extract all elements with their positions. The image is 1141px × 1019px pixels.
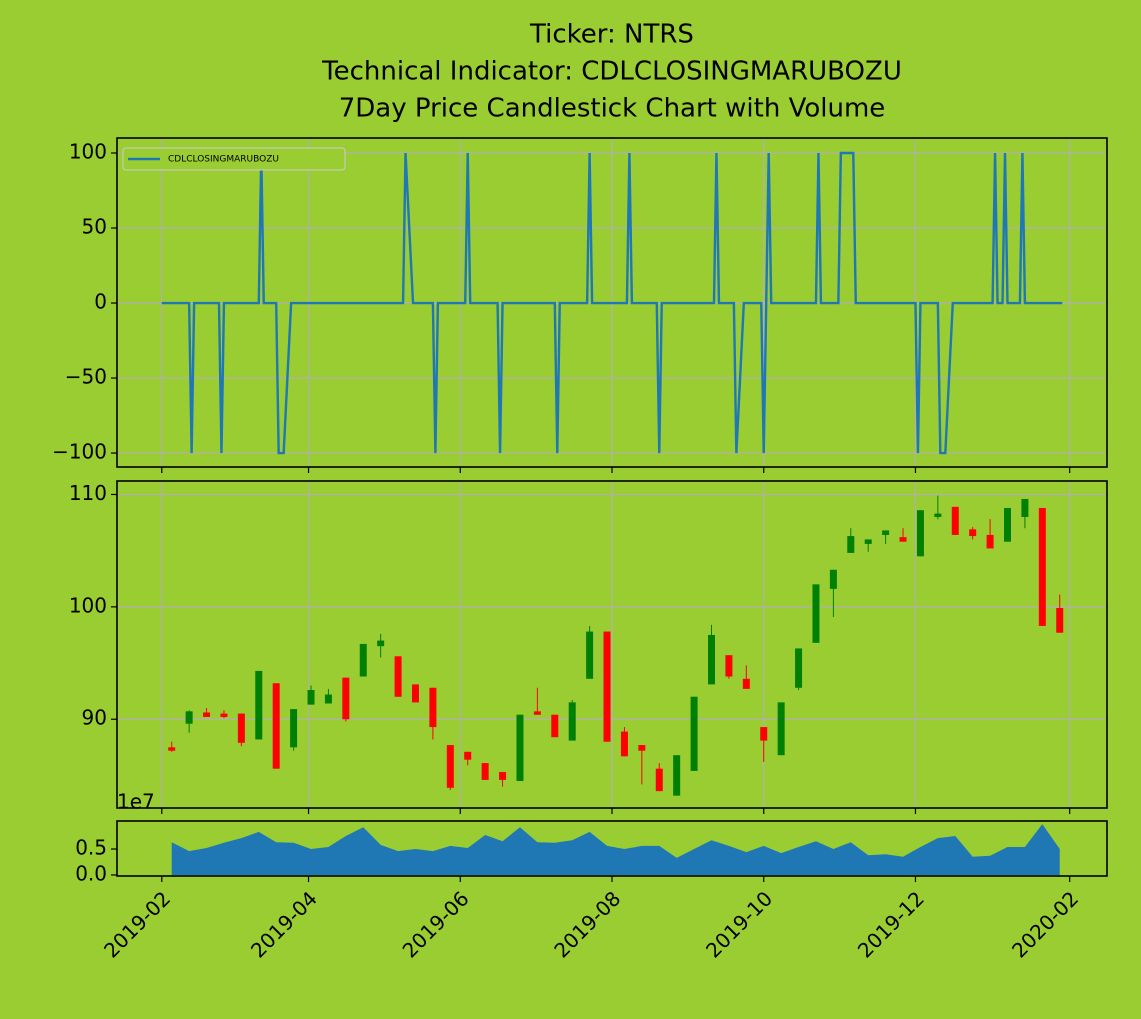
candle-body (551, 714, 559, 738)
candle-body (359, 643, 367, 677)
volume-area (171, 824, 1060, 875)
y-tick-label: 0.0 (75, 861, 107, 885)
candle-body (986, 534, 994, 549)
y-tick-label: −50 (65, 365, 107, 389)
candle-body (377, 640, 385, 647)
candle-body (638, 745, 646, 751)
candle-body (620, 731, 628, 757)
candle-body (533, 711, 541, 715)
plot-area (168, 495, 1064, 796)
plot-area (171, 824, 1060, 875)
candle-body (951, 506, 959, 535)
candle-body (603, 631, 611, 742)
candle-body (446, 745, 454, 788)
y-tick-label: 90 (82, 706, 107, 730)
candle-body (481, 763, 489, 780)
candle-body (812, 584, 820, 643)
candle-body (429, 687, 437, 728)
candle-body (899, 537, 907, 542)
y-tick-label: 0.5 (75, 836, 107, 860)
candle-body (655, 768, 663, 792)
candle-body (342, 677, 350, 720)
axes-frame (116, 820, 1108, 877)
candle-body (464, 751, 472, 760)
candle-body (586, 631, 594, 679)
legend-box (122, 147, 346, 171)
candle-body (499, 772, 507, 780)
candle-body (1021, 498, 1029, 517)
candle-body (185, 711, 193, 724)
offset-label: 1e7 (117, 790, 155, 814)
candle-body (255, 670, 263, 740)
chart-title: 7Day Price Candlestick Chart with Volume (339, 94, 886, 124)
candle-body (411, 684, 419, 703)
candle-body (725, 655, 733, 677)
candle-body (394, 656, 402, 697)
candle-body (220, 713, 228, 717)
candle-body (203, 712, 211, 717)
y-tick-label: 0 (94, 290, 107, 314)
candle-body (707, 634, 715, 685)
panel: 90 100 110 (69, 480, 1108, 814)
y-tick-label: 100 (69, 593, 107, 617)
candle-body (516, 714, 524, 782)
candle-body (1004, 507, 1012, 542)
axes-frame (116, 137, 1108, 468)
legend-label: CDLCLOSINGMARUBOZU (168, 155, 279, 165)
candle-body (969, 529, 977, 537)
candle-body (829, 569, 837, 589)
candle-body (690, 696, 698, 771)
candle-body (847, 536, 855, 553)
candle-body (290, 709, 298, 748)
y-tick-label: 50 (82, 215, 107, 239)
candle-body (795, 648, 803, 688)
candle-body (168, 747, 176, 751)
candle-body (1056, 607, 1064, 633)
indicator-line (161, 151, 1063, 455)
candle-body (568, 702, 576, 741)
y-tick-label: 110 (69, 481, 107, 505)
y-tick-label: 100 (69, 140, 107, 164)
candle-body (882, 530, 890, 535)
candle-body (324, 694, 332, 704)
candle-body (777, 702, 785, 756)
candle-body (272, 683, 280, 769)
axes-frame (116, 480, 1108, 809)
chart-title: Technical Indicator: CDLCLOSINGMARUBOZU (321, 57, 902, 87)
chart-title: Ticker: NTRS (529, 20, 694, 50)
candle-body (237, 713, 245, 743)
panel: −100 −50 0 50 100 CDLCLOSINGMARUBOZU (52, 137, 1108, 473)
y-tick-label: −100 (52, 440, 107, 464)
candle-body (760, 727, 768, 741)
candle-body (307, 690, 315, 705)
candle-body (934, 513, 942, 517)
candle-body (916, 510, 924, 557)
candle-body (864, 539, 872, 544)
plot-area (161, 151, 1063, 455)
candle-body (1038, 507, 1046, 626)
candle-body (742, 678, 750, 689)
candle-body (673, 755, 681, 796)
